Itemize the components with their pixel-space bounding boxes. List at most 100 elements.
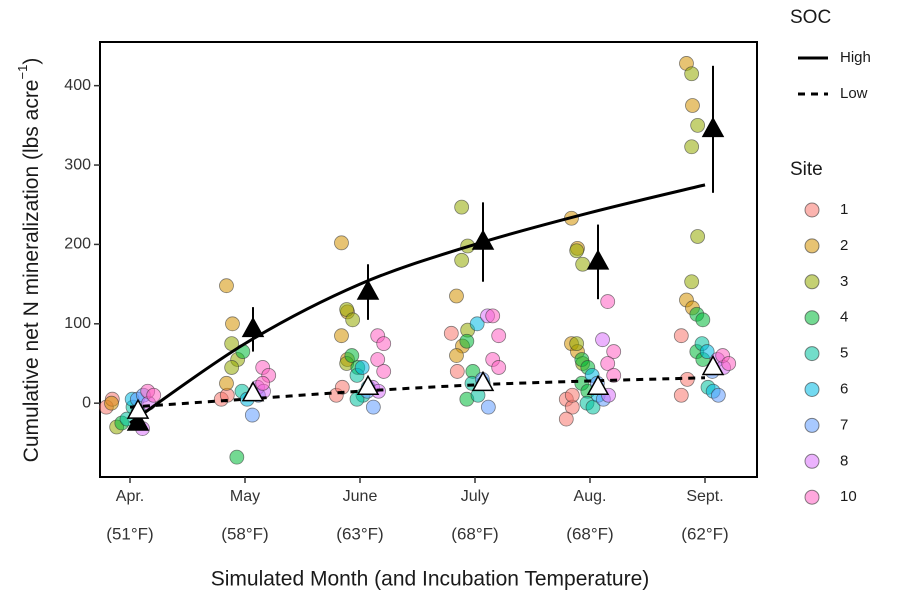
- x-tick-label: Sept.: [686, 488, 723, 505]
- legend-label: 1: [840, 201, 848, 218]
- data-point: [685, 98, 700, 113]
- data-point: [721, 356, 737, 371]
- data-point: [690, 229, 706, 244]
- data-point: [459, 333, 475, 349]
- x-axis-title: Simulated Month (and Incubation Temperat…: [211, 568, 650, 591]
- legend-marker: [804, 489, 820, 505]
- legend-marker: [804, 417, 820, 433]
- legend-label: 2: [840, 237, 848, 254]
- legend-label: 4: [840, 309, 848, 326]
- data-point: [345, 312, 361, 328]
- legend-marker: [804, 382, 820, 397]
- data-point: [600, 356, 616, 371]
- data-point: [449, 348, 464, 363]
- y-title-end: ): [20, 58, 43, 65]
- data-point: [695, 312, 711, 328]
- data-point: [376, 364, 392, 379]
- legend-marker: [804, 346, 820, 362]
- data-point: [370, 352, 386, 367]
- data-point: [376, 336, 392, 352]
- x-tick-label: Aug.: [574, 488, 607, 505]
- data-point: [690, 117, 706, 133]
- legend-title: Site: [790, 159, 823, 180]
- legend-marker: [804, 310, 820, 326]
- data-point: [684, 66, 700, 82]
- legend-label: 10: [840, 488, 857, 505]
- legend-label: 8: [840, 452, 848, 469]
- y-axis-title: Cumulative net N mineralization (lbs acr…: [15, 58, 42, 463]
- mean-marker: [356, 279, 380, 300]
- mean-marker: [586, 249, 610, 270]
- legend-label: 6: [840, 380, 848, 397]
- data-point: [575, 256, 591, 272]
- data-point: [255, 375, 271, 391]
- legend-label: 5: [840, 345, 848, 362]
- legend-marker: [804, 274, 820, 290]
- trend-line: [129, 376, 706, 409]
- mean-marker: [586, 374, 610, 396]
- trend-line: [129, 183, 706, 425]
- legend-label: High: [840, 49, 871, 66]
- legend-marker: [804, 202, 820, 218]
- data-point: [449, 364, 465, 379]
- data-point: [334, 379, 350, 395]
- y-tick-label: 300: [64, 156, 91, 173]
- y-title-sup: −1: [15, 65, 30, 80]
- data-point: [449, 288, 464, 304]
- data-point: [600, 294, 616, 309]
- data-point: [454, 252, 470, 268]
- data-point: [606, 344, 622, 359]
- data-point: [219, 278, 234, 294]
- x-tick-temp: (68°F): [566, 524, 613, 543]
- legend-label: 3: [840, 273, 848, 290]
- mean-marker: [241, 381, 265, 402]
- data-point: [710, 387, 726, 403]
- data-point: [684, 274, 700, 290]
- x-tick-label: May: [230, 488, 260, 505]
- data-point: [244, 407, 260, 423]
- data-point: [699, 344, 715, 359]
- legend-marker: [804, 238, 820, 254]
- data-point: [334, 235, 349, 251]
- data-point: [569, 336, 585, 352]
- legend-marker: [804, 453, 820, 469]
- mean-marker: [701, 116, 725, 138]
- data-point: [219, 375, 234, 391]
- data-point: [354, 360, 370, 375]
- y-tick-label: 400: [64, 77, 91, 94]
- data-point: [225, 316, 240, 332]
- mean-marker: [701, 354, 725, 376]
- data-point: [558, 411, 574, 427]
- x-tick-label: June: [343, 488, 378, 505]
- data-point: [104, 395, 119, 411]
- data-point: [564, 387, 580, 403]
- mean-marker: [356, 374, 380, 396]
- y-tick-label: 100: [64, 315, 91, 332]
- x-tick-label: July: [461, 488, 489, 505]
- data-point: [480, 399, 496, 415]
- x-tick-temp: (62°F): [681, 524, 728, 543]
- data-point: [334, 328, 349, 344]
- data-point: [491, 328, 507, 344]
- data-point: [146, 387, 162, 403]
- data-point: [365, 399, 381, 415]
- data-point: [454, 199, 470, 215]
- mean-marker: [471, 370, 495, 392]
- data-point: [224, 360, 240, 375]
- x-tick-temp: (58°F): [221, 524, 268, 543]
- mean-marker: [126, 398, 150, 419]
- data-point: [595, 332, 610, 348]
- legend-label: 7: [840, 416, 848, 433]
- mean-marker: [241, 316, 265, 338]
- data-point: [344, 348, 360, 363]
- mean-marker: [471, 229, 495, 250]
- data-point: [491, 360, 507, 375]
- data-point: [569, 243, 585, 259]
- data-point: [485, 308, 501, 324]
- legend-label: Low: [840, 85, 868, 102]
- data-point: [229, 449, 245, 465]
- data-point: [443, 325, 459, 341]
- y-title-main: Cumulative net N mineralization (lbs acr…: [20, 80, 43, 463]
- data-point: [673, 387, 689, 403]
